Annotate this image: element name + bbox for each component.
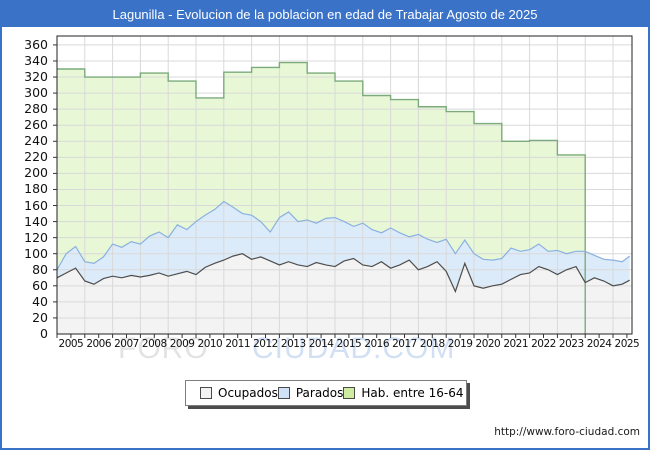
x-axis-tick-label: 2005 — [58, 338, 84, 350]
x-axis-tick-label: 2008 — [141, 338, 167, 350]
x-axis-tick-label: 2016 — [364, 338, 390, 350]
x-axis-tick-label: 2015 — [336, 338, 362, 350]
legend-swatch-hab — [343, 387, 356, 399]
y-axis-tick-label: 360 — [24, 36, 48, 52]
legend-label-ocupados: Ocupados — [218, 386, 278, 400]
y-axis-tick-label: 100 — [24, 245, 48, 261]
legend-item-ocupados: Ocupados — [200, 386, 278, 400]
x-axis-tick-label: 2024 — [586, 338, 612, 350]
site-url: http://www.foro-ciudad.com — [494, 426, 640, 438]
x-axis-tick-label: 2011 — [225, 338, 251, 350]
y-axis-tick-label: 120 — [24, 229, 48, 245]
x-axis-tick-label: 2009 — [169, 338, 195, 350]
x-axis-tick-label: 2023 — [558, 338, 584, 350]
title-bar: Lagunilla - Evolucion de la poblacion en… — [2, 2, 648, 27]
y-axis-tick-label: 220 — [24, 149, 48, 165]
plot-frame — [56, 35, 633, 335]
y-axis-tick-label: 200 — [24, 165, 48, 181]
y-axis-tick-label: 80 — [32, 261, 48, 277]
x-axis-tick-label: 2013 — [280, 338, 306, 350]
y-axis-tick-label: 180 — [24, 181, 48, 197]
watermark-foro: FORO — [118, 332, 209, 365]
hab-line — [57, 61, 586, 334]
watermark: FORO CIUDAD.COM — [118, 332, 455, 366]
ocupados-line — [56, 253, 630, 294]
y-axis-tick-label: 340 — [24, 52, 48, 68]
x-axis-tick-label: 2014 — [308, 338, 334, 350]
legend-box: Ocupados Parados Hab. entre 16-64 — [185, 380, 467, 406]
x-axis-tick-label: 2021 — [503, 338, 529, 350]
y-axis-tick-label: 280 — [24, 101, 48, 117]
x-axis-tick-label: 2007 — [114, 338, 139, 350]
y-axis-tick-label: 0 — [40, 326, 48, 341]
legend-label-parados: Parados — [295, 386, 344, 400]
watermark-ciudad: CIUDAD.COM — [252, 332, 456, 365]
y-axis-tick-label: 240 — [24, 133, 48, 149]
population-chart — [53, 35, 633, 338]
x-axis-tick-label: 2017 — [392, 338, 417, 350]
y-axis-tick-label: 160 — [24, 197, 48, 213]
legend-swatch-parados — [277, 387, 290, 399]
x-axis-tick-label: 2010 — [197, 338, 223, 350]
x-axis-tick-label: 2012 — [253, 338, 278, 350]
y-axis-tick-label: 20 — [32, 309, 48, 325]
x-axis-tick-label: 2020 — [475, 338, 501, 350]
x-axis-tick-label: 2018 — [419, 338, 445, 350]
y-axis-tick-label: 60 — [32, 277, 48, 293]
page-title: Lagunilla - Evolucion de la poblacion en… — [112, 7, 538, 22]
legend-swatch-ocupados — [200, 387, 212, 399]
y-axis-tick-label: 260 — [24, 117, 48, 133]
parados-line — [56, 200, 631, 271]
x-axis-tick-label: 2025 — [614, 338, 640, 350]
y-axis-tick-label: 140 — [24, 213, 48, 229]
y-axis-tick-label: 300 — [24, 85, 48, 101]
legend-label-hab: Hab. entre 16-64 — [361, 386, 464, 400]
x-axis-tick-label: 2019 — [447, 338, 473, 350]
legend-item-parados: Parados — [277, 386, 344, 400]
legend-item-hab: Hab. entre 16-64 — [343, 386, 463, 400]
x-axis-tick-label: 2006 — [86, 338, 112, 350]
y-axis-tick-label: 40 — [32, 293, 48, 309]
x-axis-tick-label: 2022 — [531, 338, 556, 350]
ocupados-area — [57, 253, 630, 334]
y-axis-tick-label: 320 — [24, 69, 48, 85]
